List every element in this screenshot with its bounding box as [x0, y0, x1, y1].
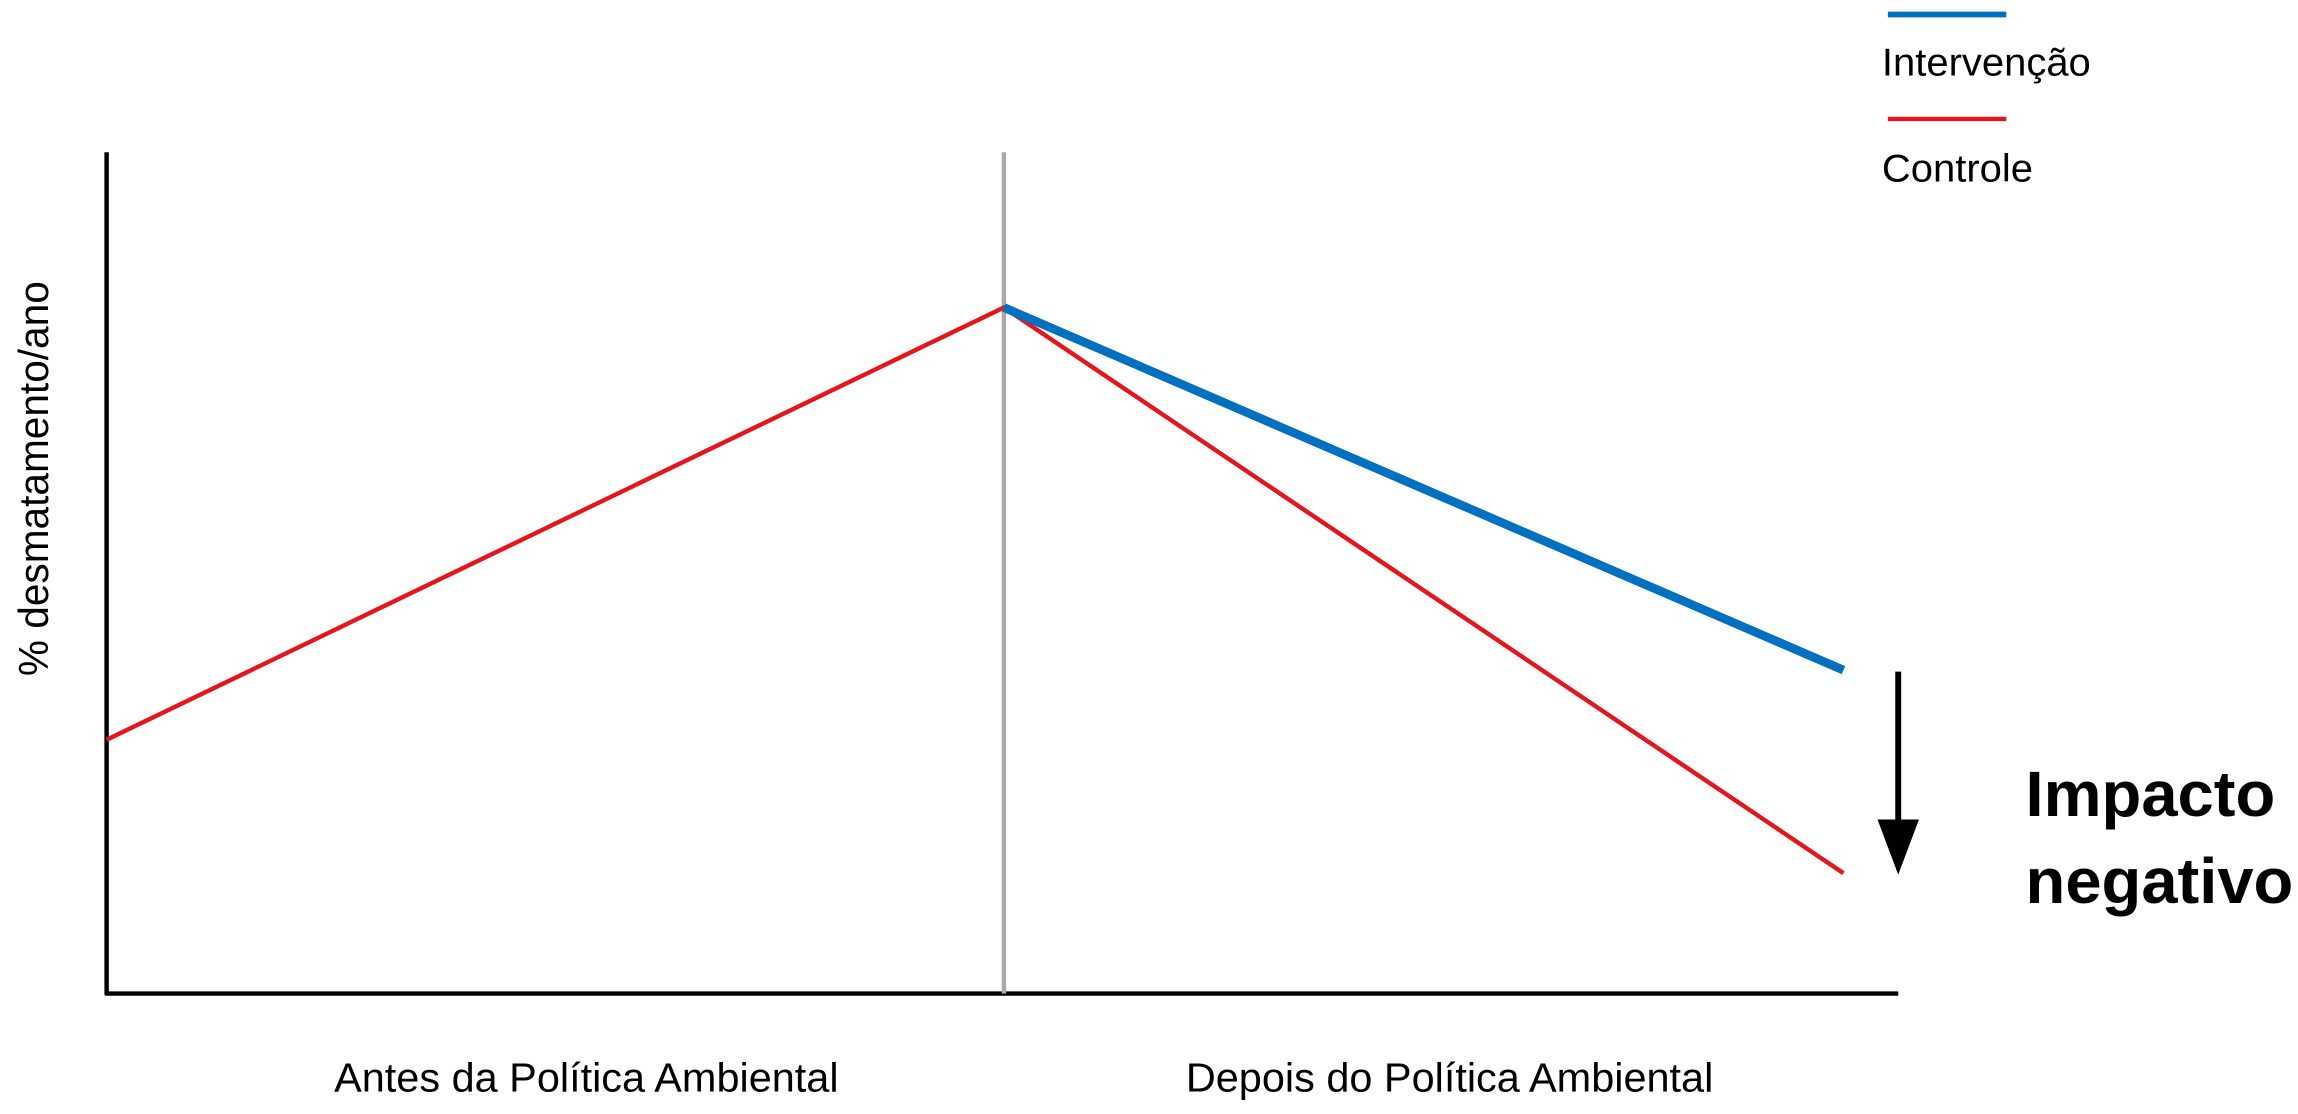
- impact-arrow-head: [1877, 819, 1919, 875]
- x-axis-label: Antes da Política Ambiental: [334, 1055, 838, 1101]
- x-axis-label: Depois do Política Ambiental: [1186, 1055, 1713, 1101]
- y-axis-label: % desmatamento/ano: [11, 281, 57, 676]
- annotation: negativo: [2026, 846, 2294, 917]
- legend-label: Intervenção: [1882, 41, 2091, 85]
- legend-label: Controle: [1882, 147, 2033, 191]
- control-line: [105, 304, 1845, 876]
- intervention-line: [1002, 303, 1846, 675]
- annotation: Impacto: [2026, 759, 2276, 830]
